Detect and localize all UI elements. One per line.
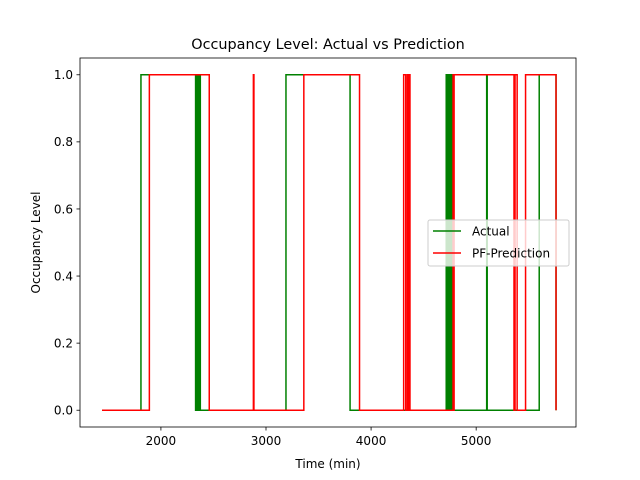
y-tick-label: 1.0 — [54, 68, 73, 82]
series-layer — [102, 74, 557, 411]
legend-label-actual: Actual — [472, 225, 510, 239]
legend-label-pf-prediction: PF-Prediction — [472, 247, 550, 261]
x-tick-label: 5000 — [461, 434, 492, 448]
series-line-pf-prediction — [102, 74, 557, 411]
x-axis: 2000 3000 4000 5000 — [146, 427, 492, 448]
legend-box — [427, 219, 570, 267]
plot-frame — [79, 57, 577, 428]
x-axis-title: Time (min) — [294, 457, 360, 471]
y-axis: 0.0 0.2 0.4 0.6 0.8 1.0 — [54, 68, 80, 418]
x-tick-label: 4000 — [356, 434, 387, 448]
x-tick-label: 2000 — [146, 434, 177, 448]
x-tick-label: 3000 — [251, 434, 282, 448]
chart-title: Occupancy Level: Actual vs Prediction — [191, 37, 465, 53]
y-tick-label: 0.2 — [54, 336, 73, 350]
y-axis-title: Occupancy Level — [29, 191, 43, 293]
legend: Actual PF-Prediction — [427, 219, 570, 267]
y-tick-label: 0.4 — [54, 269, 73, 283]
y-tick-label: 0.0 — [54, 404, 73, 418]
y-tick-label: 0.8 — [54, 135, 73, 149]
y-tick-label: 0.6 — [54, 202, 73, 216]
